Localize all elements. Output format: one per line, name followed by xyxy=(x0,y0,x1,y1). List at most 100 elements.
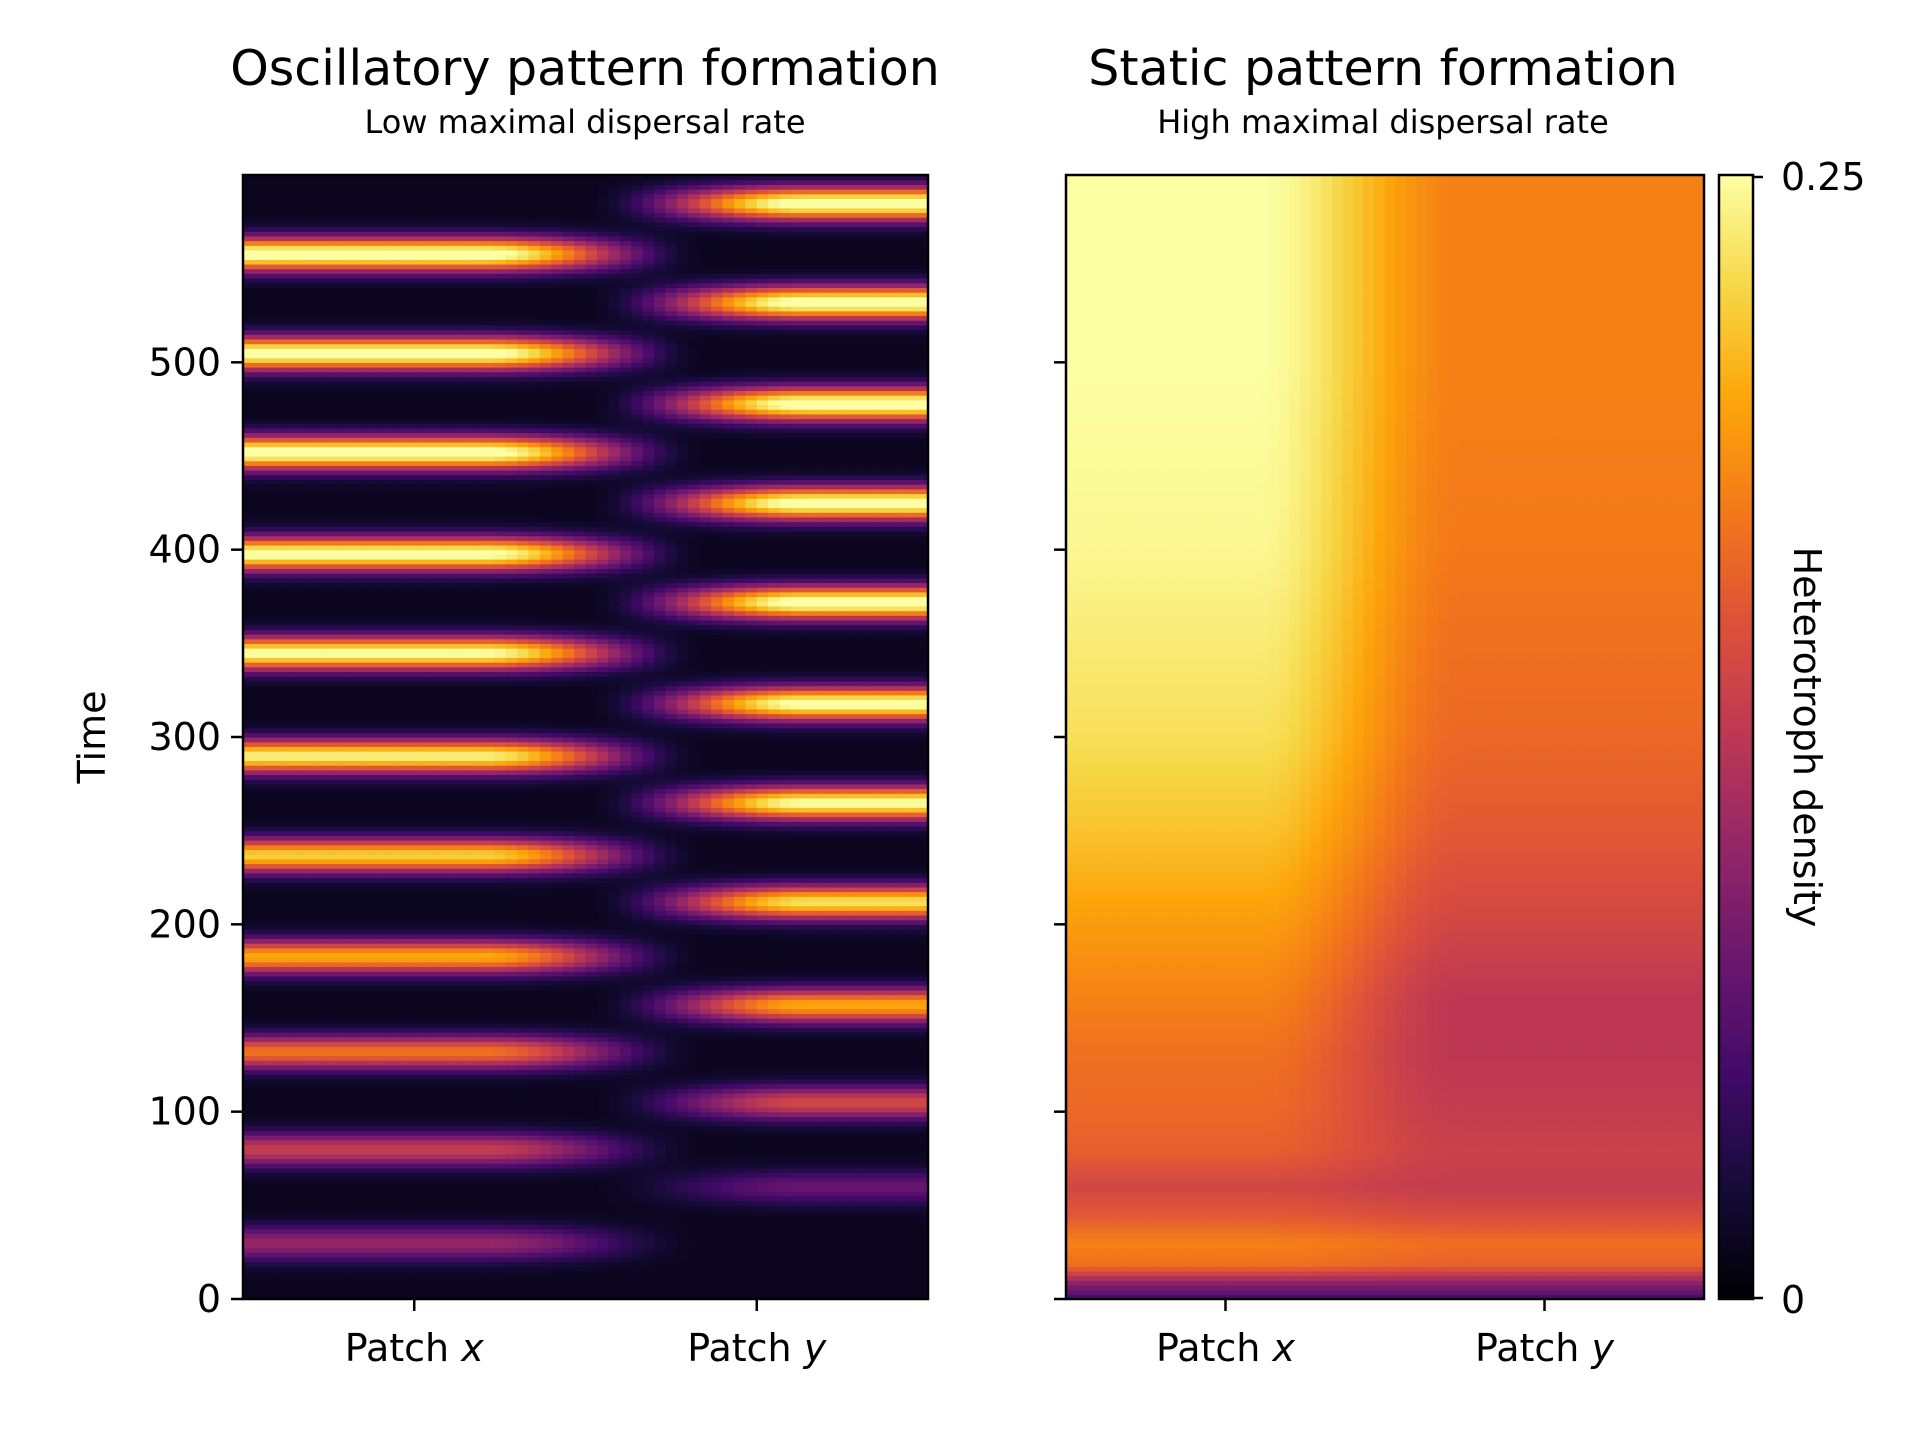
heatmap-cell xyxy=(345,1116,358,1122)
heatmap-cell xyxy=(551,1261,564,1267)
heatmap-cell xyxy=(688,1247,701,1253)
heatmap-cell xyxy=(414,961,427,968)
heatmap-cell xyxy=(745,1289,758,1295)
heatmap-cell xyxy=(893,1097,906,1103)
heatmap-cell xyxy=(836,1046,849,1052)
heatmap-cell xyxy=(791,1270,804,1277)
heatmap-cell xyxy=(539,1027,552,1033)
heatmap-cell xyxy=(311,938,324,944)
heatmap-cell xyxy=(517,1294,530,1299)
heatmap-cell xyxy=(539,1181,552,1188)
heatmap-cell xyxy=(802,1195,815,1202)
heatmap-cell xyxy=(574,975,587,982)
heatmap-cell xyxy=(791,1018,804,1024)
heatmap-cell xyxy=(825,1210,838,1216)
heatmap-cell xyxy=(528,966,541,972)
heatmap-cell xyxy=(825,933,838,939)
heatmap-cell xyxy=(368,1163,381,1169)
heatmap-cell xyxy=(471,1036,484,1043)
heatmap-cell xyxy=(882,914,895,921)
heatmap-cell xyxy=(254,1074,267,1080)
heatmap-cell xyxy=(608,1102,621,1108)
heatmap-cell xyxy=(334,929,347,935)
heatmap-cell xyxy=(802,1092,815,1099)
heatmap-cell xyxy=(802,1144,815,1150)
heatmap-cell xyxy=(357,966,370,972)
heatmap-cell xyxy=(345,1083,358,1089)
heatmap-cell xyxy=(825,1200,838,1206)
heatmap-cell xyxy=(357,1261,370,1267)
heatmap-cell xyxy=(802,1050,815,1057)
heatmap-cell xyxy=(357,975,370,982)
heatmap-cell xyxy=(345,980,358,986)
heatmap-cell xyxy=(688,1139,701,1146)
heatmap-cell xyxy=(243,952,256,958)
heatmap-cell xyxy=(357,1022,370,1028)
heatmap-cell xyxy=(368,1233,381,1239)
heatmap-cell xyxy=(813,1144,826,1150)
heatmap-cell xyxy=(322,1069,335,1075)
heatmap-cell xyxy=(334,1116,347,1122)
heatmap-cell xyxy=(791,938,804,944)
heatmap-cell xyxy=(688,1228,701,1235)
heatmap-cell xyxy=(391,1186,404,1192)
heatmap-cell xyxy=(437,1046,450,1052)
heatmap-cell xyxy=(288,1149,301,1155)
heatmap-cell xyxy=(905,1139,918,1146)
heatmap-cell xyxy=(585,1280,598,1286)
heatmap-cell xyxy=(768,1177,781,1183)
heatmap-cell xyxy=(699,929,712,935)
heatmap-cell xyxy=(562,1102,575,1108)
heatmap-cell xyxy=(539,1130,552,1136)
heatmap-cell xyxy=(608,1210,621,1216)
heatmap-cell xyxy=(825,1294,838,1299)
heatmap-cell xyxy=(905,985,918,991)
heatmap-cell xyxy=(711,1121,724,1127)
heatmap-cell xyxy=(391,1247,404,1253)
heatmap-cell xyxy=(688,1252,701,1258)
heatmap-cell xyxy=(505,1186,518,1192)
heatmap-cell xyxy=(277,1200,290,1206)
heatmap-cell xyxy=(870,1252,883,1258)
heatmap-cell xyxy=(368,1121,381,1127)
heatmap-cell xyxy=(517,1242,530,1249)
heatmap-cell xyxy=(779,1149,792,1155)
heatmap-cell xyxy=(265,1055,278,1061)
heatmap-cell xyxy=(414,1280,427,1286)
heatmap-cell xyxy=(243,905,256,911)
heatmap-cell xyxy=(711,989,724,996)
heatmap-cell xyxy=(802,938,815,944)
heatmap-cell xyxy=(631,975,644,982)
heatmap-cell xyxy=(265,919,278,925)
heatmap-cell xyxy=(836,1036,849,1043)
heatmap-cell xyxy=(459,1149,472,1155)
heatmap-cell xyxy=(517,1041,530,1047)
heatmap-cell xyxy=(699,1256,712,1263)
heatmap-cell xyxy=(334,1242,347,1249)
heatmap-cell xyxy=(608,1036,621,1043)
heatmap-cell xyxy=(425,1228,438,1235)
heatmap-cell xyxy=(608,1238,621,1244)
heatmap-cell xyxy=(631,1261,644,1267)
heatmap-cell xyxy=(391,1050,404,1057)
heatmap-cell xyxy=(322,1106,335,1113)
heatmap-cell xyxy=(859,1116,872,1122)
heatmap-cell xyxy=(665,1069,678,1075)
heatmap-cell xyxy=(334,1219,347,1225)
heatmap-cell xyxy=(688,1261,701,1267)
heatmap-cell xyxy=(368,924,381,930)
heatmap-cell xyxy=(688,961,701,968)
heatmap-cell xyxy=(711,999,724,1005)
heatmap-cell xyxy=(745,1055,758,1061)
heatmap-cell xyxy=(288,1153,301,1160)
heatmap-cell xyxy=(608,1280,621,1286)
heatmap-cell xyxy=(699,910,712,916)
heatmap-cell xyxy=(391,1214,404,1220)
heatmap-cell xyxy=(905,1102,918,1108)
heatmap-cell xyxy=(836,1116,849,1122)
heatmap-cell xyxy=(562,1106,575,1113)
heatmap-cell xyxy=(437,1210,450,1216)
heatmap-cell xyxy=(916,1032,928,1038)
heatmap-cell xyxy=(779,1125,792,1131)
heatmap-cell xyxy=(825,1116,838,1122)
